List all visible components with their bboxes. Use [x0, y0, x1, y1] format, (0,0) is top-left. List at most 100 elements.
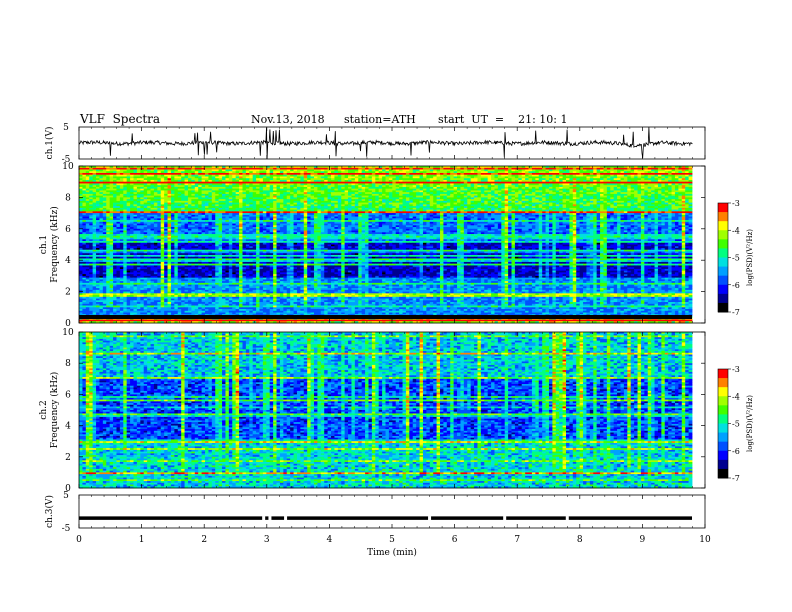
spectrogram-cell — [613, 185, 618, 188]
spectrogram-cell — [245, 169, 250, 172]
spectrogram-cell — [460, 183, 465, 186]
spectrogram-cell — [194, 166, 199, 169]
spectrogram-cell — [630, 181, 635, 184]
spectrogram-cell — [487, 181, 492, 184]
spectrogram-cell — [303, 178, 308, 181]
spectrogram-cell — [222, 183, 226, 186]
spectrogram-cell — [453, 176, 458, 179]
spectrogram-cell — [382, 171, 386, 174]
spectrogram-cell — [187, 171, 192, 174]
spectrogram-cell — [119, 183, 124, 186]
spectrogram-cell — [491, 179, 495, 183]
spectrogram-cell — [409, 178, 414, 181]
spectrogram-cell — [341, 174, 346, 177]
spectrogram-cell — [211, 167, 216, 170]
spectrogram-cell — [480, 166, 485, 169]
spectrogram-cell — [514, 179, 519, 183]
spectrogram-cell — [245, 166, 250, 169]
spectrogram-cell — [487, 185, 492, 188]
spectrogram-cell — [429, 176, 434, 179]
spectrogram-cell — [337, 171, 342, 174]
spectrogram-cell — [310, 174, 315, 177]
spectrogram-cell — [429, 185, 434, 188]
spectrogram-cell — [262, 174, 267, 177]
spectrogram-cell — [215, 183, 220, 186]
spectrogram-cell — [511, 179, 516, 183]
spectrogram-cell — [583, 178, 587, 181]
spectrogram-cell — [514, 174, 519, 177]
spectrogram-cell — [310, 183, 315, 186]
spectrogram-cell — [637, 178, 642, 181]
spectrogram-cell — [681, 176, 686, 179]
spectrogram-cell — [102, 171, 107, 174]
spectrogram-cell — [198, 176, 202, 179]
spectrogram-cell — [92, 181, 97, 184]
spectrogram-cell — [256, 167, 260, 170]
spectrogram-cell — [235, 186, 240, 190]
spectrogram-cell — [371, 169, 376, 172]
spectrogram-cell — [668, 183, 672, 186]
spectrogram-cell — [361, 167, 366, 170]
spectrogram-cell — [293, 185, 298, 188]
spectrogram-cell — [85, 174, 90, 177]
spectrogram-cell — [313, 185, 318, 188]
spectrogram-cell — [123, 166, 128, 169]
spectrogram-cell — [433, 181, 437, 184]
spectrogram-cell — [194, 186, 199, 190]
spectrogram-cell — [422, 171, 427, 174]
spectrogram-cell — [147, 167, 151, 170]
spectrogram-cell — [89, 181, 94, 184]
spectrogram-cell — [654, 178, 659, 181]
spectrogram-cell — [453, 167, 458, 170]
spectrogram-cell — [140, 171, 145, 174]
spectrogram-cell — [106, 169, 111, 172]
spectrogram-cell — [474, 185, 478, 188]
spectrogram-cell — [99, 181, 104, 184]
spectrogram-cell — [412, 179, 417, 183]
spectrogram-cell — [174, 171, 179, 174]
spectrogram-cell — [637, 176, 642, 179]
spectrogram-cell — [661, 176, 666, 179]
spectrogram-cell — [89, 169, 94, 172]
spectrogram-cell — [320, 178, 325, 181]
spectrogram-cell — [164, 181, 168, 184]
spectrogram-cell — [688, 166, 693, 169]
spectrogram-cell — [453, 178, 458, 181]
spectrogram-cell — [266, 178, 271, 181]
spectrogram-cell — [657, 167, 662, 170]
spectrogram-cell — [218, 185, 223, 188]
spectrogram-cell — [681, 178, 686, 181]
spectrogram-cell — [542, 176, 546, 179]
spectrogram-cell — [249, 183, 254, 186]
spectrogram-cell — [123, 171, 128, 174]
spectrogram-cell — [239, 167, 243, 170]
spectrogram-cell — [416, 181, 420, 184]
spectrogram-cell — [382, 181, 386, 184]
spectrogram-cell — [569, 183, 574, 186]
spectrogram-cell — [484, 171, 489, 174]
spectrogram-cell — [286, 167, 291, 170]
spectrogram-cell — [331, 172, 335, 176]
spectrogram-cell — [439, 167, 444, 170]
spectrogram-cell — [85, 178, 90, 181]
spectrogram-cell — [385, 174, 390, 177]
spectrogram-cell — [249, 179, 254, 183]
spectrogram-cell — [617, 167, 621, 170]
spectrogram-cell — [399, 185, 403, 188]
spectrogram-cell — [453, 181, 458, 184]
spectrogram-cell — [419, 183, 424, 186]
spectrogram-cell — [344, 185, 349, 188]
spectrogram-cell — [218, 179, 223, 183]
spectrogram-cell — [487, 183, 492, 186]
spectrogram-cell — [153, 178, 158, 181]
spectrogram-cell — [341, 176, 346, 179]
ch1-spectrogram — [79, 166, 693, 324]
spectrogram-cell — [198, 185, 202, 188]
spectrogram-cell — [184, 171, 189, 174]
spectrogram-cell — [123, 181, 128, 184]
spectrogram-cell — [559, 176, 563, 179]
spectrogram-cell — [239, 172, 243, 176]
spectrogram-cell — [279, 169, 284, 172]
spectrogram-cell — [565, 179, 570, 183]
spectrogram-cell — [371, 179, 376, 183]
